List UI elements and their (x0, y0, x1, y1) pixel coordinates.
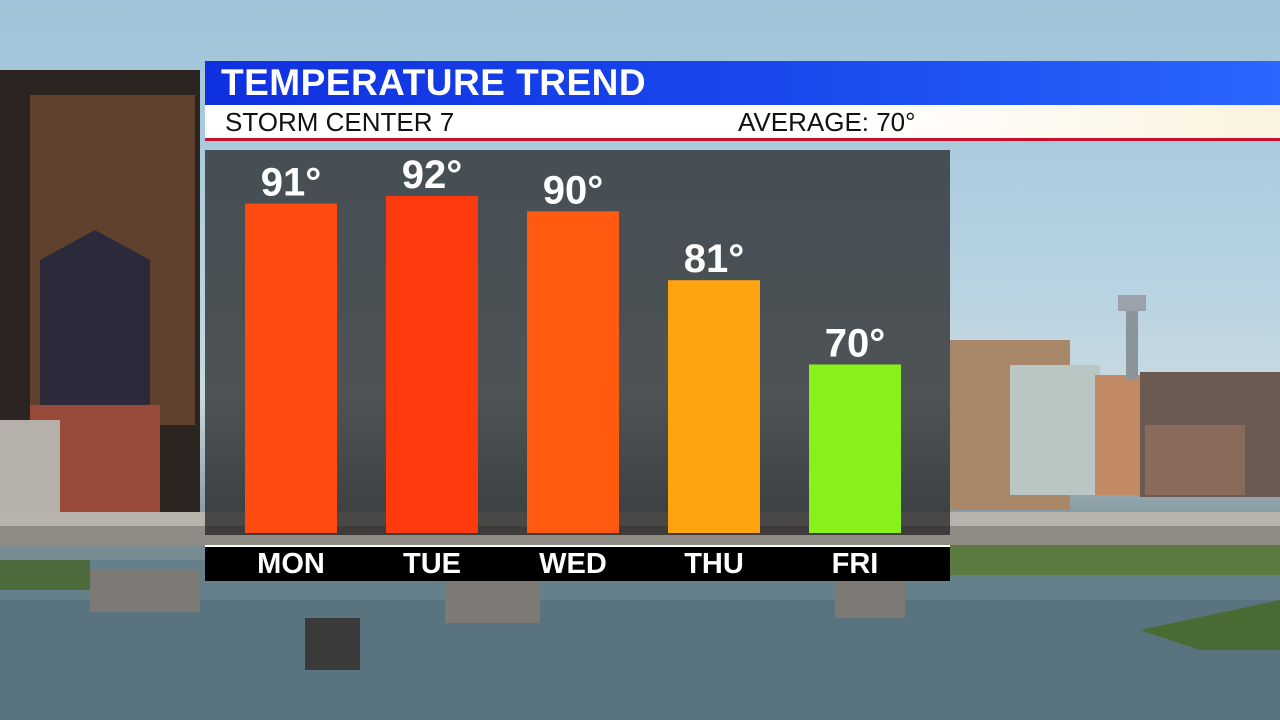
value-label-thu: 81° (684, 237, 745, 281)
category-axis: MON TUE WED THU FRI (205, 545, 950, 581)
bar-mon (245, 203, 337, 533)
category-label-fri: FRI (831, 548, 879, 580)
title-bar: TEMPERATURE TREND (205, 61, 1280, 105)
subtitle-bar: STORM CENTER 7 AVERAGE: 70° (205, 105, 1280, 141)
value-label-wed: 90° (543, 168, 604, 212)
category-label-tue: TUE (403, 548, 461, 580)
bar-chart: 91° 92° 90° 81° 70° (245, 153, 901, 533)
category-label-wed: WED (539, 548, 607, 580)
bar-thu (668, 280, 760, 533)
station-label: STORM CENTER 7 (225, 107, 455, 137)
category-label-thu: THU (684, 548, 744, 580)
bar-tue (386, 195, 478, 533)
value-label-fri: 70° (825, 321, 886, 365)
value-label-tue: 92° (402, 153, 463, 197)
average-label: AVERAGE: 70° (738, 107, 916, 137)
chart-title: TEMPERATURE TREND (221, 62, 647, 103)
value-label-mon: 91° (261, 161, 322, 205)
category-label-mon: MON (257, 548, 325, 580)
axis-rule (205, 545, 950, 547)
bar-fri (809, 364, 901, 533)
bar-wed (527, 211, 619, 533)
